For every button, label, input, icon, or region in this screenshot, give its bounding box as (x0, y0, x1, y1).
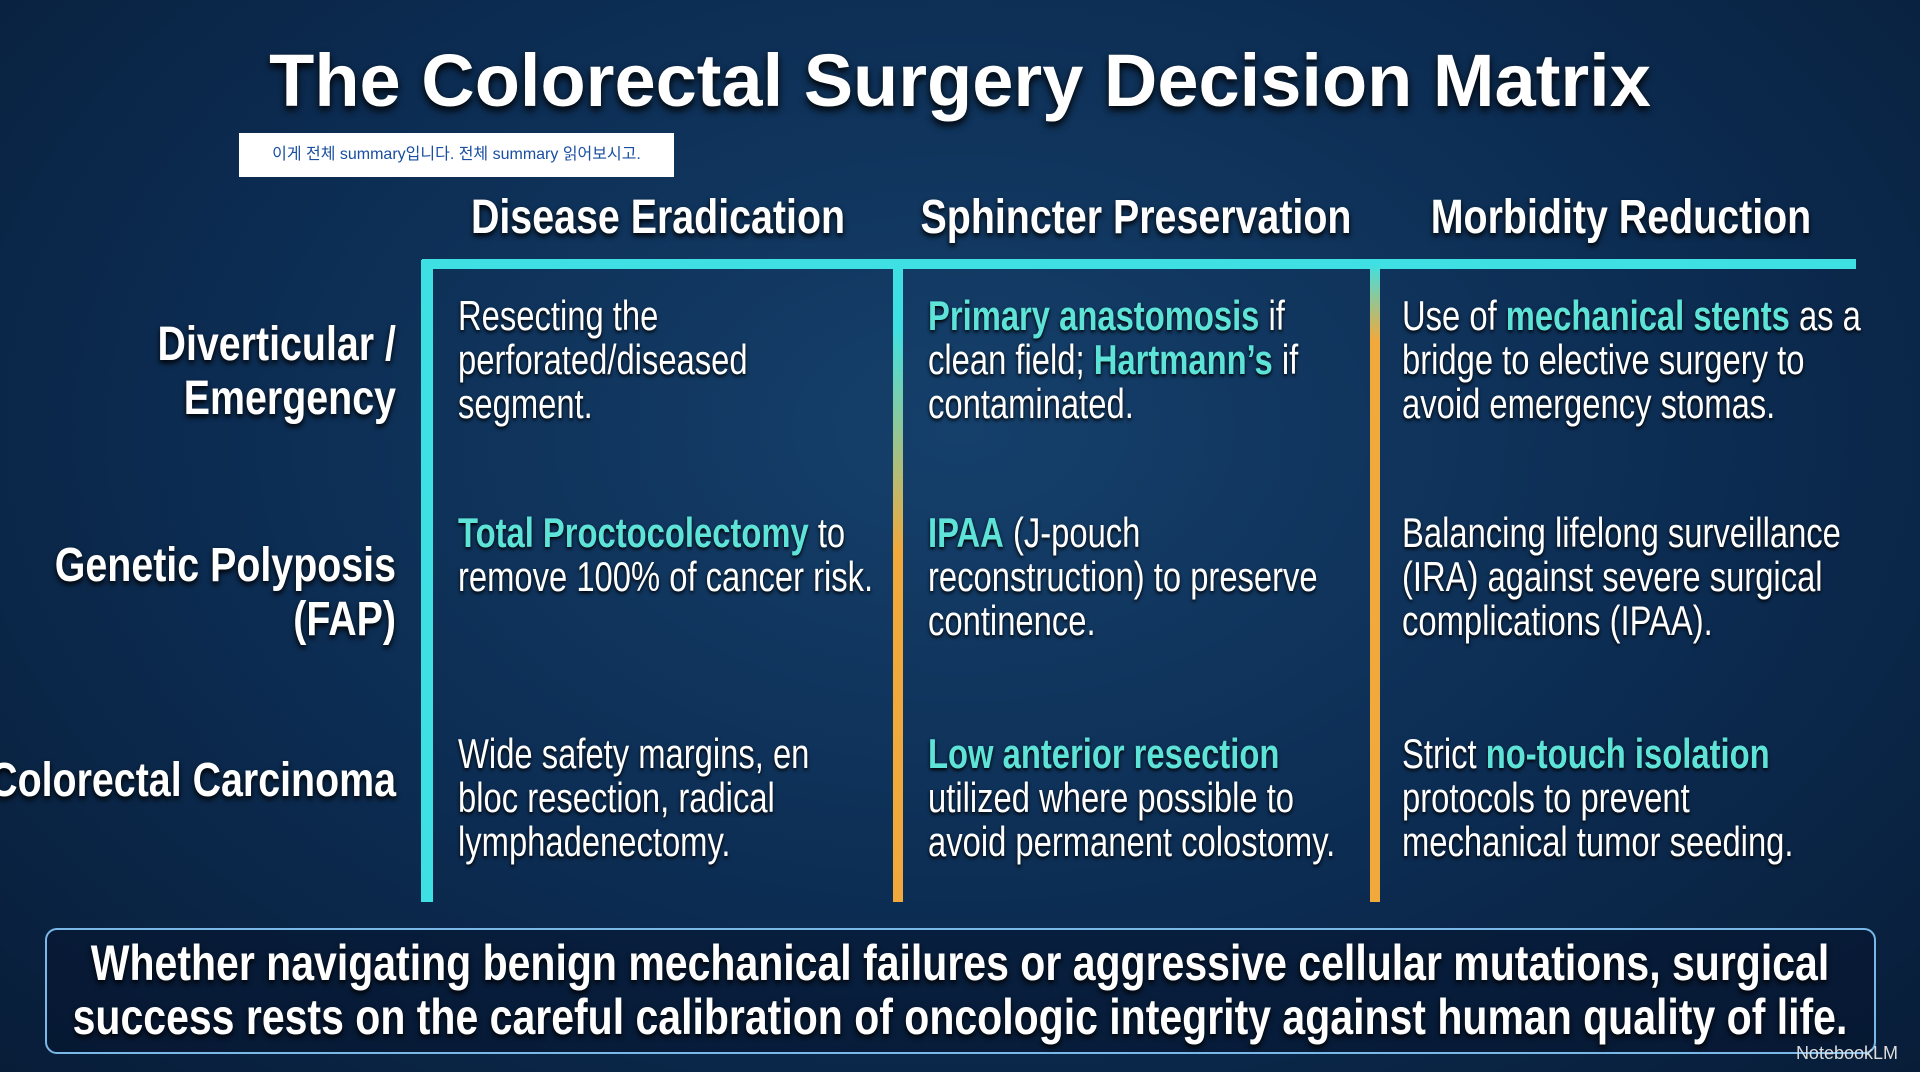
cell-text: Low anterior resection utilized where po… (928, 732, 1358, 864)
cell-text: Wide safety margins, en bloc resection, … (458, 732, 878, 864)
row-label: Diverticular / Emergency (157, 318, 396, 425)
column-header: Morbidity Reduction (1430, 191, 1812, 244)
text: to remove 100% of cancer risk. (458, 509, 874, 600)
note: 이게 전체 summary입니다. 전체 summary 읽어보시고. (239, 133, 674, 177)
text: as a bridge to elective surgery to avoid… (1402, 292, 1861, 427)
cell-text: Balancing lifelong surveillance (IRA) ag… (1402, 511, 1862, 643)
footer: Whether navigating benign mechanical fai… (0, 936, 1920, 1044)
cell-text: IPAA (J-pouch reconstruction) to preserv… (928, 511, 1358, 643)
text: protocols to prevent mechanical tumor se… (1402, 774, 1794, 865)
highlight-text: Primary anastomosis (928, 292, 1260, 339)
text: Use of (1402, 292, 1506, 339)
column-header: Sphincter Preservation (920, 191, 1352, 244)
highlight-text: Low anterior resection (928, 730, 1280, 777)
highlight-text: mechanical stents (1505, 292, 1790, 339)
highlight-text: no-touch isolation (1485, 730, 1770, 777)
cell-text: Use of mechanical stents as a bridge to … (1402, 294, 1862, 426)
cell-text: Primary anastomosis if clean field; Hart… (928, 294, 1358, 426)
text: Balancing lifelong surveillance (IRA) ag… (1402, 509, 1841, 644)
grid-line (1370, 264, 1380, 902)
text: utilized where possible to avoid permane… (928, 774, 1336, 865)
highlight-text: IPAA (928, 509, 1004, 556)
text: Resecting the perforated/diseased segmen… (458, 292, 748, 427)
row-label: Colorectal Carcinoma (0, 754, 396, 807)
grid-line (893, 264, 903, 902)
title: The Colorectal Surgery Decision Matrix (269, 39, 1651, 122)
footer-box (45, 928, 1876, 1054)
highlight-text: Total Proctocolectomy (458, 509, 809, 556)
cell-text: Resecting the perforated/diseased segmen… (458, 294, 878, 426)
row-label: Genetic Polyposis (FAP) (54, 539, 397, 646)
text: Wide safety margins, en bloc resection, … (458, 730, 810, 865)
text: if clean field; (928, 292, 1285, 383)
cell-text: Total Proctocolectomy to remove 100% of … (458, 511, 878, 599)
cell-text: Strict no-touch isolation protocols to p… (1402, 732, 1862, 864)
highlight-text: Hartmann’s (1093, 336, 1273, 383)
column-header: Disease Eradication (470, 191, 846, 244)
brand: NotebookLM (1795, 1043, 1898, 1063)
text: (J-pouch reconstruction) to preserve con… (928, 509, 1318, 644)
text: if contaminated. (928, 336, 1299, 427)
footer-text: Whether navigating benign mechanical fai… (72, 935, 1848, 1045)
text: Strict (1402, 730, 1486, 777)
